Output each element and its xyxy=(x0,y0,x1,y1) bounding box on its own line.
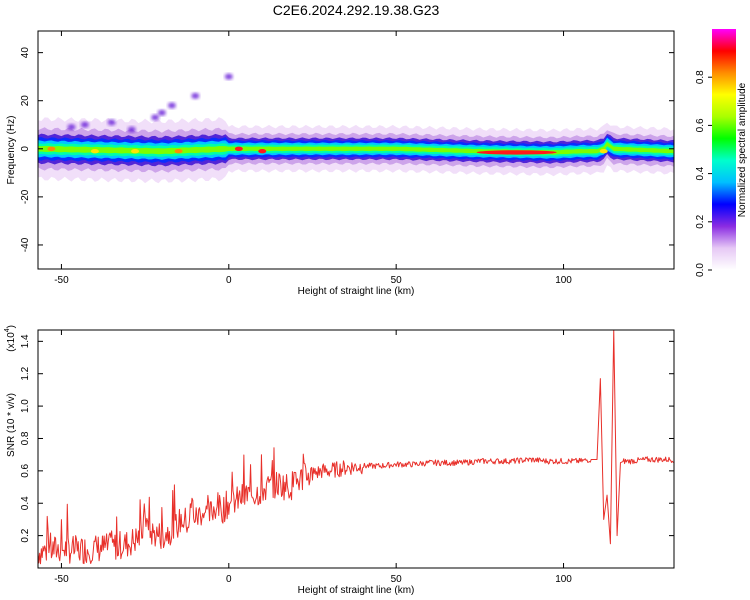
spectrogram-hotspot xyxy=(174,149,183,154)
snr-multiplier: (x104) xyxy=(4,325,17,352)
colorbar-label: Normalized spectral amplitude xyxy=(737,82,748,217)
y-tick-label: 0.6 xyxy=(20,463,31,477)
snr-plot-area xyxy=(38,330,674,568)
x-tick-label: 0 xyxy=(226,574,232,585)
snr-frame xyxy=(37,329,675,569)
spectrogram-panel: -50 0 50 100 -40 -20 0 20 40 Height of straight… xyxy=(6,30,675,297)
colorbar: 0.0 0.2 0.4 0.6 0.8 Normalized spectral ampl… xyxy=(695,29,748,277)
colorbar-tick-label: 0.6 xyxy=(695,118,706,132)
chart-title: C2E6.2024.292.19.38.G23 xyxy=(273,2,440,18)
x-tick-label: 50 xyxy=(391,275,403,286)
snr-multiplier-exponent: 4 xyxy=(4,328,11,332)
y-tick-label: 20 xyxy=(20,95,31,107)
y-tick-label: 0.8 xyxy=(20,431,31,445)
colorbar-ticks: 0.0 0.2 0.4 0.6 0.8 xyxy=(695,70,712,277)
snr-x-axis-label: Height of straight line (km) xyxy=(298,585,415,596)
spectrogram-noise-point xyxy=(67,124,76,131)
spectrogram-heatmap xyxy=(38,73,674,184)
y-tick-label: -40 xyxy=(20,237,31,252)
spectrogram-x-ticks: -50 0 50 100 xyxy=(54,31,572,286)
spectrogram-noise-point xyxy=(127,126,136,133)
spectrogram-hotspot xyxy=(234,146,243,151)
spectrogram-hotspot xyxy=(47,146,56,151)
x-tick-label: -50 xyxy=(54,574,69,585)
colorbar-tick-label: 0.4 xyxy=(695,166,706,180)
colorbar-tick-label: 0.8 xyxy=(695,70,706,84)
spectrogram-noise-point xyxy=(157,109,166,116)
spectrogram-noise-point xyxy=(224,73,233,80)
spectrogram-noise-point xyxy=(80,121,89,128)
snr-y-ticks: 0.2 0.4 0.6 0.8 1.0 1.2 1.4 xyxy=(20,334,674,543)
x-tick-label: 100 xyxy=(555,275,572,286)
spectrogram-noise-point xyxy=(167,102,176,109)
y-tick-label: -20 xyxy=(20,189,31,204)
y-tick-label: 1.2 xyxy=(20,366,31,380)
colorbar-tick-label: 0.0 xyxy=(695,263,706,277)
spectrogram-noise-point xyxy=(107,119,116,126)
spectrogram-noise-point xyxy=(151,114,160,121)
y-tick-label: 0.4 xyxy=(20,496,31,510)
snr-multiplier-close: ) xyxy=(6,325,17,328)
spectrogram-y-ticks: -40 -20 0 20 40 xyxy=(20,47,674,252)
snr-x-ticks: -50 0 50 100 xyxy=(54,330,572,585)
y-tick-label: 0 xyxy=(20,146,31,152)
spectrogram-hotspot xyxy=(131,149,140,154)
spectrogram-hotspot xyxy=(258,149,267,154)
snr-multiplier-base: (x10 xyxy=(6,332,17,352)
spectrogram-y-axis-label: Frequency (Hz) xyxy=(6,116,17,185)
x-tick-label: 100 xyxy=(555,574,572,585)
y-tick-label: 40 xyxy=(20,47,31,59)
x-tick-label: 0 xyxy=(226,275,232,286)
spectrogram-x-axis-label: Height of straight line (km) xyxy=(298,286,415,297)
y-tick-label: 0.2 xyxy=(20,528,31,542)
snr-panel: -50 0 50 100 0.2 0.4 0.6 0.8 1.0 1.2 1.4 Height o… xyxy=(4,325,675,596)
spectrogram-frame xyxy=(37,30,675,270)
snr-y-axis-label: SNR (10 * v/v) xyxy=(6,393,17,457)
x-tick-label: 50 xyxy=(391,574,403,585)
colorbar-tick-label: 0.2 xyxy=(695,214,706,228)
snr-series-line xyxy=(38,330,674,565)
spectrogram-hotspot xyxy=(90,149,99,154)
y-tick-label: 1.0 xyxy=(20,399,31,413)
y-tick-label: 1.4 xyxy=(20,334,31,348)
x-tick-label: -50 xyxy=(54,275,69,286)
colorbar-gradient xyxy=(712,29,736,270)
spectrogram-hotspot xyxy=(599,149,608,154)
spectrogram-hotspot xyxy=(476,150,557,155)
spectrogram-noise-point xyxy=(191,92,200,99)
svg-text:(x104): (x104) xyxy=(4,325,17,352)
